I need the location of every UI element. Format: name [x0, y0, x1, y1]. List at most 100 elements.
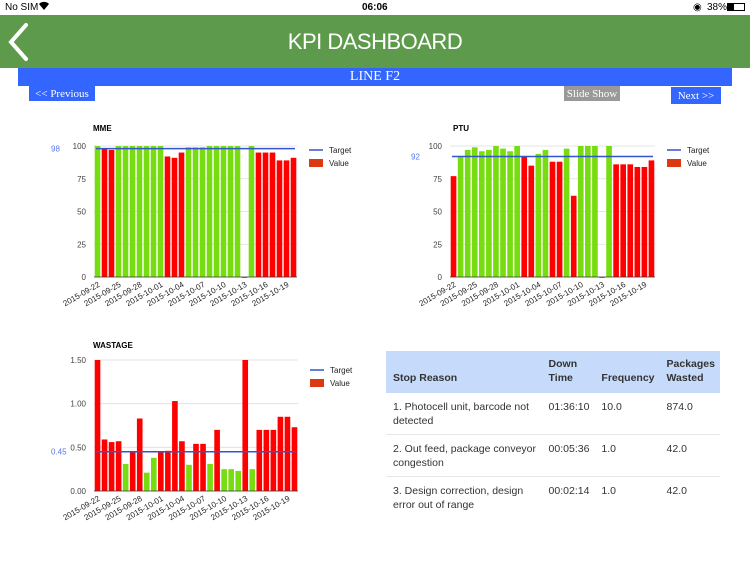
bar [192, 147, 199, 277]
bar [606, 146, 612, 277]
cell-frequency: 10.0 [594, 393, 660, 435]
legend-target-label: Target [687, 146, 710, 155]
bar [262, 152, 269, 277]
bar [450, 176, 457, 277]
bar [585, 146, 591, 277]
y-tick-label: 1.50 [70, 356, 86, 365]
bar [507, 151, 513, 277]
bar [179, 441, 185, 491]
bar [207, 463, 213, 491]
target-value-label: 0.45 [51, 448, 67, 457]
bar [464, 149, 471, 277]
bar [284, 416, 291, 491]
cell-reason: 2. Out feed, package conveyor congestion [386, 434, 542, 477]
bar [577, 146, 584, 277]
bar [136, 146, 143, 277]
y-tick-label: 50 [433, 208, 442, 217]
legend-value-label: Value [687, 159, 707, 168]
bar [108, 149, 115, 277]
bar [165, 450, 171, 491]
bar [101, 148, 108, 277]
bar [277, 416, 284, 491]
y-tick-label: 75 [77, 175, 86, 184]
cell-down-time: 00:02:14 [548, 485, 590, 497]
bar [549, 161, 556, 277]
page-title: KPI DASHBOARD [287, 29, 463, 54]
y-tick-label: 100 [73, 142, 87, 151]
cell-reason: 1. Photocell unit, barcode not detected [386, 393, 542, 435]
bar [248, 146, 255, 277]
bar [627, 164, 634, 277]
bar [213, 146, 220, 277]
bar [220, 146, 227, 277]
slide-show-button[interactable]: Slide Show [564, 86, 620, 101]
bar [457, 156, 464, 277]
bar [158, 451, 164, 491]
legend-value-label: Value [329, 159, 349, 168]
ptu-chart: PTU0255075100922015-09-222015-09-252015-… [411, 124, 710, 308]
bar [214, 429, 220, 491]
bar [228, 469, 234, 491]
bar [535, 153, 542, 277]
bar [620, 164, 627, 277]
cell-packages: 42.0 [666, 485, 687, 497]
bar [150, 146, 157, 277]
back-chevron-icon[interactable] [4, 21, 32, 63]
bar [514, 146, 520, 277]
y-tick-label: 1.00 [70, 400, 86, 409]
bar [129, 451, 136, 491]
cell-packages: 42.0 [659, 434, 720, 477]
bar [471, 147, 478, 277]
bar [143, 146, 150, 277]
bar [171, 157, 178, 277]
col-stop-reason: Stop Reason [386, 351, 542, 393]
next-button[interactable]: Next >> [671, 87, 721, 104]
bar [186, 464, 192, 491]
legend-target-label: Target [330, 366, 353, 375]
chart-title: MME [93, 124, 112, 133]
cell-packages: 874.0 [659, 393, 720, 435]
bar [291, 427, 298, 491]
bar [178, 152, 185, 277]
bar [143, 472, 150, 491]
legend-value-swatch [667, 159, 681, 167]
bar [199, 147, 206, 277]
wastage-chart: WASTAGE0.000.501.001.500.452015-09-22201… [51, 341, 353, 522]
y-tick-label: 100 [429, 142, 443, 151]
y-tick-label: 0 [438, 273, 443, 282]
table-row: 3. Design correction, design error out o… [386, 477, 720, 519]
bar [235, 470, 242, 491]
bar [641, 166, 648, 277]
bar [493, 146, 499, 277]
legend-value-swatch [309, 159, 323, 167]
bar [290, 157, 297, 277]
bar [164, 156, 171, 277]
target-value-label: 98 [51, 145, 60, 154]
bar [542, 149, 549, 277]
bar [648, 160, 655, 277]
bar [206, 146, 213, 277]
table-row: 1. Photocell unit, barcode not detected 0… [386, 393, 720, 435]
y-tick-label: 75 [433, 175, 442, 184]
col-frequency: Frequency [594, 351, 660, 393]
battery-icon [727, 3, 745, 11]
y-tick-label: 0.50 [70, 443, 86, 452]
y-tick-label: 25 [433, 240, 442, 249]
bar [115, 146, 122, 277]
battery-percent: 38% [707, 2, 728, 13]
previous-button[interactable]: << Previous [29, 86, 95, 101]
bar [94, 146, 101, 277]
stop-reasons-table: Stop Reason Down Time Frequency Packages… [386, 351, 720, 518]
cell-frequency: 1.0 [594, 434, 660, 477]
bar [269, 152, 276, 277]
bar [172, 401, 178, 491]
bar [221, 469, 227, 491]
bar [500, 148, 506, 277]
bar [129, 146, 136, 277]
y-tick-label: 0.00 [70, 487, 86, 496]
mme-chart: MME0255075100982015-09-222015-09-252015-… [51, 124, 352, 308]
bar [276, 160, 283, 277]
bar [122, 146, 129, 277]
bar [255, 152, 262, 277]
cell-down-time: 00:05:36 [541, 434, 595, 477]
